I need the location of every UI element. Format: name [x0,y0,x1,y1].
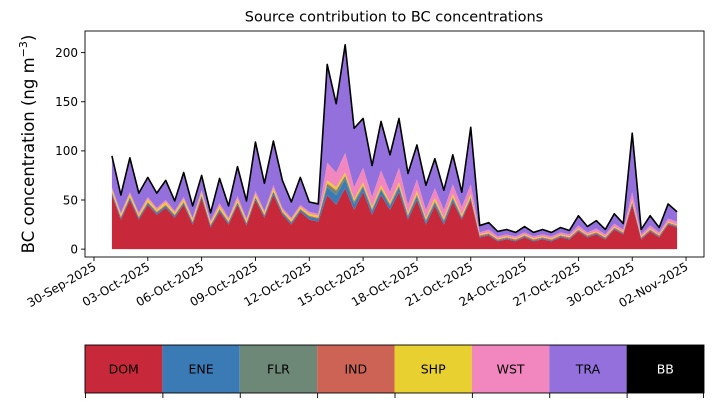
total-concentration-line [111,43,678,234]
colorbar-label-shp: SHP [421,362,446,377]
colorbar-swatch-wst [471,345,550,393]
y-axis: 0 50 100 150 200 [55,46,85,256]
colorbar-swatch-ene [162,345,240,393]
colorbar-label-ene: ENE [188,362,213,377]
y-tick-label: 200 [55,46,78,60]
colorbar-label-dom: DOM [109,362,139,377]
colorbar-label-tra: TRA [575,362,601,377]
total-line [111,43,678,234]
colorbar-label-flr: FLR [267,362,290,377]
y-tick-label: 50 [63,193,78,207]
colorbar-frame [84,344,705,394]
area-tra [111,44,678,237]
y-axis-label-main: BC concentration (ng m [19,57,38,253]
y-axis-label-close: ) [19,35,38,41]
colorbar-swatch-dom [85,345,163,393]
plot-frame [84,30,705,258]
colorbar-label-ind: IND [344,362,367,377]
source-colorbar: DOM ENE FLR IND SHP WST TRA BB [84,344,705,398]
y-tick-label: 0 [70,242,78,256]
stacked-areas [111,44,678,250]
x-axis: 30-Sep-202503-Oct-202506-Oct-202509-Oct-… [25,257,691,310]
y-tick-label: 100 [55,144,78,158]
y-axis-label-unit-sup: −3 [17,41,30,57]
chart-title: Source contribution to BC concentrations [245,10,543,26]
y-tick-label: 150 [55,95,78,109]
y-axis-label: BC concentration (ng m−3) [17,35,38,254]
colorbar-label-wst: WST [497,362,525,377]
colorbar-swatch-bb [626,345,704,393]
area-dom [111,188,678,250]
colorbar-swatch-shp [394,345,472,393]
colorbar-swatch-tra [549,345,627,393]
colorbar-swatch-ind [317,345,395,393]
colorbar-label-bb: BB [657,362,674,377]
colorbar-swatch-flr [239,345,318,393]
area-wst [111,152,678,239]
